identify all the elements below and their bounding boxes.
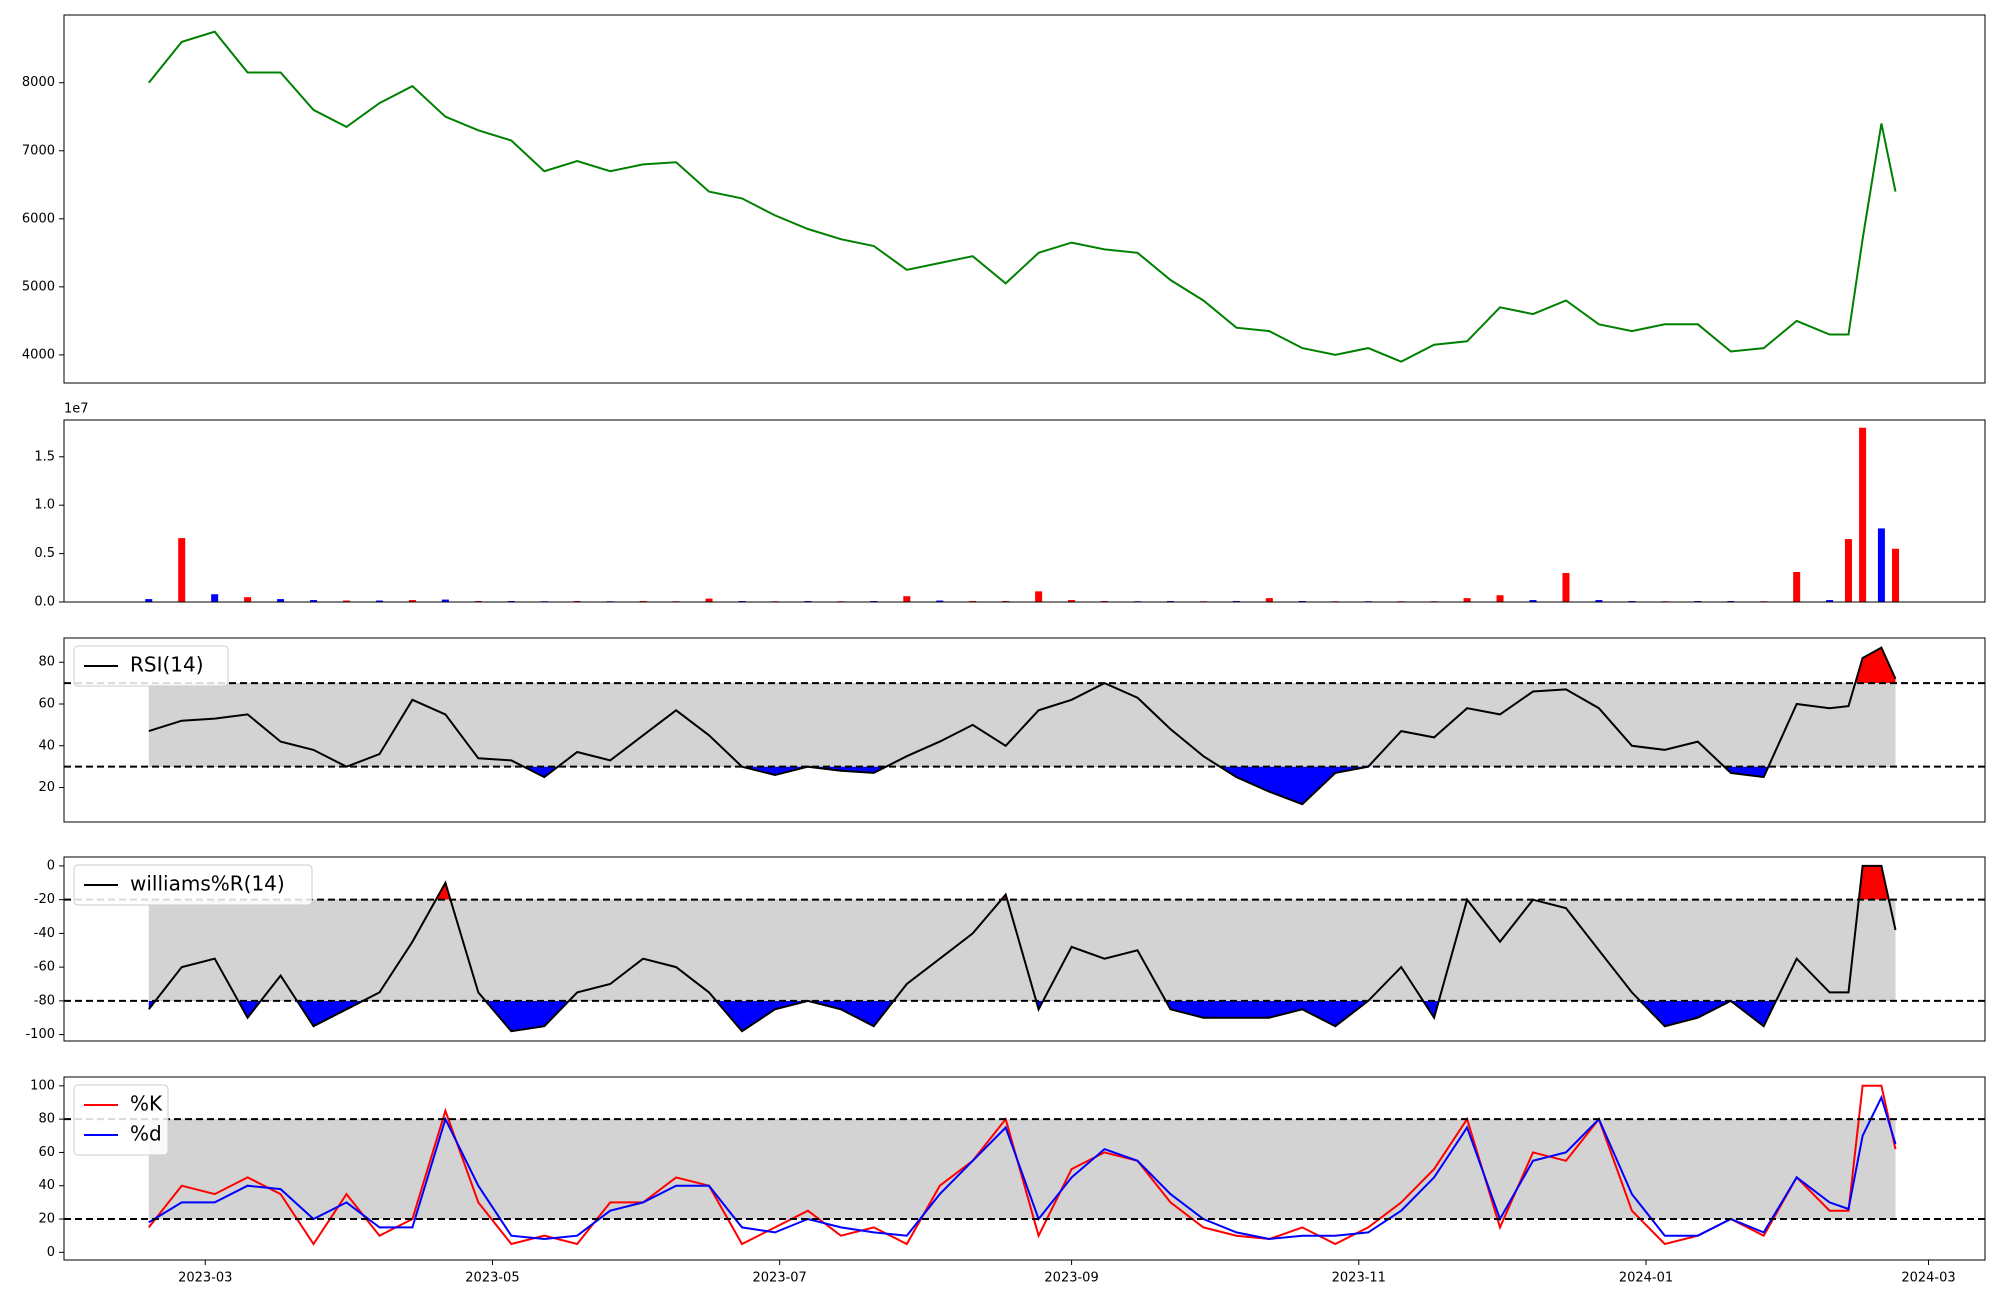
axes-frame <box>63 856 1986 1042</box>
bar <box>1844 539 1852 602</box>
bar <box>1529 600 1537 602</box>
x-tick-label: 2023-05 <box>465 1271 519 1286</box>
y-tick-label: 60 <box>38 1145 55 1160</box>
panel: 20 40 60 80 RSI(14) <box>38 637 1986 823</box>
legend-label: %d <box>130 1122 162 1146</box>
y-tick-label: 20 <box>38 1212 55 1227</box>
legend-box <box>73 1084 169 1156</box>
y-tick-label: 1.5 <box>34 449 55 464</box>
bar <box>145 599 153 602</box>
bar <box>408 600 416 602</box>
y-tick-label: 20 <box>38 780 55 795</box>
bar <box>705 598 713 602</box>
y-tick-label: -40 <box>34 926 55 941</box>
y-tick-label: 80 <box>38 655 55 670</box>
x-tick-label: 2023-09 <box>1044 1271 1098 1286</box>
bar <box>244 597 252 602</box>
bar <box>1265 598 1273 602</box>
y-tick-label: 60 <box>38 696 55 711</box>
bar <box>211 594 219 602</box>
bar <box>936 600 944 602</box>
bar <box>1595 600 1603 602</box>
bar <box>1496 595 1504 602</box>
panel: 0.0 0.5 1.0 1.5 1e7 <box>34 402 1986 610</box>
bar <box>1892 548 1900 602</box>
threshold-fill <box>148 1000 1777 1032</box>
series-line <box>148 1084 1897 1246</box>
panel: 0 20 40 60 80 100 %K %d 2023-03 2023-05 2023-07 202… <box>30 1076 1986 1286</box>
y-tick-label: 4000 <box>22 347 55 362</box>
x-tick-label: 2023-11 <box>1332 1271 1386 1286</box>
legend-box <box>73 864 313 906</box>
x-tick-label: 2023-03 <box>178 1271 232 1286</box>
y-tick-label: 40 <box>38 1178 55 1193</box>
bar <box>441 599 449 602</box>
y-tick-label: 0 <box>47 1245 55 1260</box>
legend-box <box>73 645 229 687</box>
series-line <box>148 1094 1897 1241</box>
y-tick-label: 80 <box>38 1112 55 1127</box>
y-tick-label: 100 <box>30 1078 55 1093</box>
bar <box>343 600 350 602</box>
y-tick-label: 5000 <box>22 279 55 294</box>
axes-frame <box>63 637 1986 823</box>
y-tick-label: -20 <box>34 892 55 907</box>
legend-label: RSI(14) <box>130 653 204 677</box>
bar <box>1068 600 1076 602</box>
bar <box>310 600 318 602</box>
bar <box>1463 598 1471 602</box>
y-tick-label: -100 <box>25 1027 55 1042</box>
axes-frame <box>63 14 1986 384</box>
y-tick-label: 8000 <box>22 75 55 90</box>
y-tick-label: 40 <box>38 738 55 753</box>
x-tick-label: 2023-07 <box>753 1271 807 1286</box>
legend-label: %K <box>130 1092 163 1116</box>
bar <box>903 596 911 602</box>
bar <box>277 599 285 602</box>
y-tick-label: 0 <box>47 858 55 873</box>
x-tick-label: 2024-01 <box>1619 1271 1673 1286</box>
x-tick-label: 2024-03 <box>1901 1271 1955 1286</box>
bar <box>1826 600 1834 602</box>
y-tick-label: 6000 <box>22 211 55 226</box>
y-tick-label: 0.5 <box>34 546 55 561</box>
series-line <box>148 646 1897 806</box>
bar <box>375 600 383 602</box>
bar <box>1877 528 1885 602</box>
axes-frame <box>63 419 1986 603</box>
y-tick-label: -60 <box>34 960 55 975</box>
panel: -100 -80 -60 -40 -20 0 williams%R(14) <box>25 856 1986 1042</box>
y-tick-label: 7000 <box>22 143 55 158</box>
bar <box>178 538 186 602</box>
y-tick-label: -80 <box>34 993 55 1008</box>
axes-frame <box>63 1076 1986 1261</box>
bar <box>1859 427 1867 602</box>
series-line <box>148 30 1897 363</box>
bar <box>1562 572 1570 602</box>
threshold-band <box>148 683 1896 767</box>
y-tick-label: 1.0 <box>34 498 55 513</box>
bar <box>1035 591 1043 602</box>
y-tick-label: 0.0 <box>34 595 55 610</box>
legend-label: williams%R(14) <box>130 872 285 896</box>
threshold-band <box>148 1119 1896 1220</box>
bar <box>1793 571 1801 602</box>
offset-label: 1e7 <box>64 402 89 417</box>
series-line <box>148 864 1897 1033</box>
panel: 4000 5000 6000 7000 8000 <box>22 14 1986 384</box>
